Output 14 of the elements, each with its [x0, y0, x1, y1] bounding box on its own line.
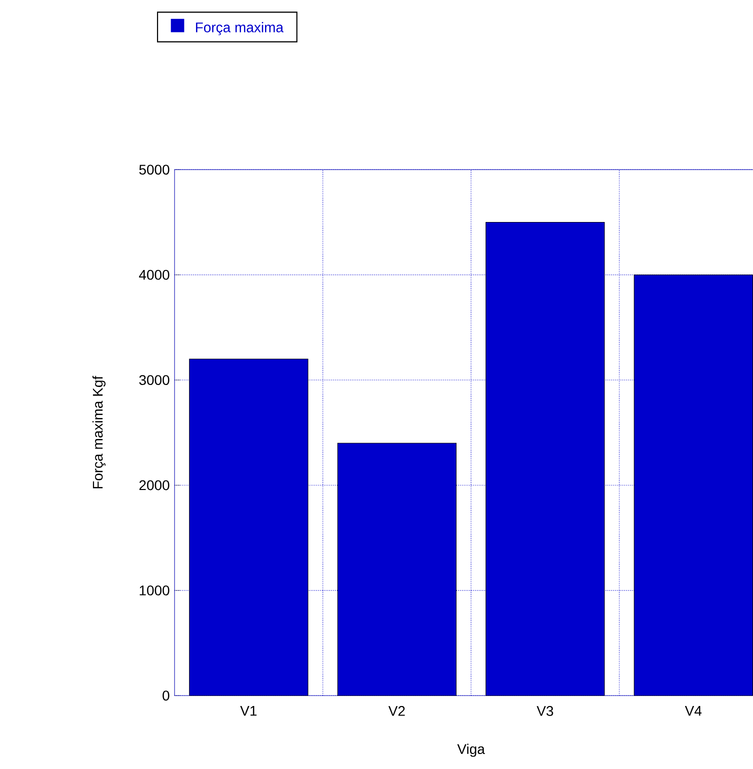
x-tick-label: V2	[388, 706, 405, 716]
x-tick-label: V1	[240, 706, 257, 716]
y-axis-title: Força maxima Kgf	[92, 376, 106, 488]
y-tick-label: 5000	[139, 164, 170, 175]
bar	[634, 274, 753, 696]
y-tick-label: 0	[162, 690, 170, 701]
y-tick-label: 4000	[139, 270, 170, 280]
y-tick-label: 3000	[139, 375, 170, 385]
x-axis-title: Viga	[457, 744, 485, 757]
x-tick-label: V4	[684, 706, 702, 716]
y-tick-label: 1000	[140, 585, 170, 596]
x-tick-label: V3	[536, 706, 554, 716]
legend-label: Força maxima	[196, 22, 284, 36]
y-tick-label: 2000	[139, 480, 170, 490]
